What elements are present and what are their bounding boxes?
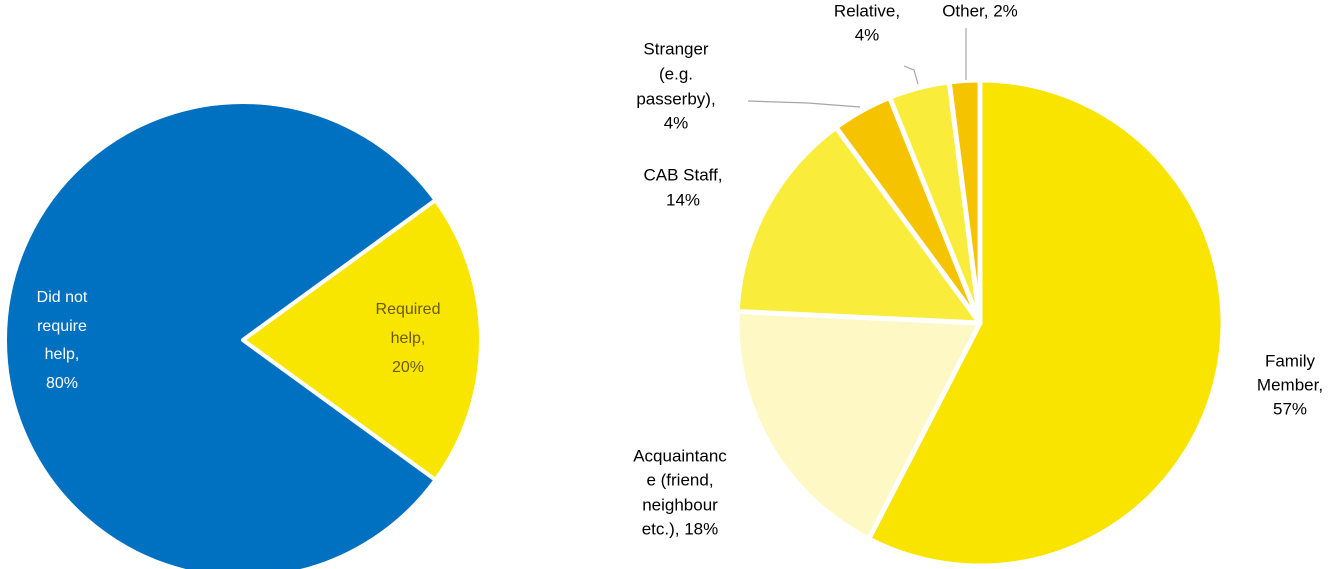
data-label: Stranger: [643, 39, 709, 58]
data-label: passerby),: [636, 89, 715, 108]
data-label: Other, 2%: [942, 1, 1018, 20]
data-label: (e.g.: [659, 64, 693, 83]
data-label: 14%: [666, 190, 700, 209]
data-label: 20%: [392, 359, 424, 376]
data-label: 4%: [664, 113, 689, 132]
data-label: Member,: [1257, 375, 1323, 394]
pie-slice: [866, 77, 1226, 569]
data-label: Required: [376, 301, 441, 318]
data-label: help,: [391, 330, 426, 347]
pie: [3, 100, 483, 569]
leader-lines: [747, 28, 967, 108]
data-label: Relative,: [834, 1, 900, 20]
data-label: Acquaintanc: [633, 446, 727, 465]
data-label: e (friend,: [646, 470, 713, 489]
data-label: CAB Staff,: [643, 165, 722, 184]
pie-slice: [734, 124, 983, 326]
data-label: neighbour: [642, 495, 718, 514]
data-label: Did not: [37, 289, 88, 306]
pie: [734, 77, 1226, 569]
pie-slice: [734, 308, 983, 542]
data-label: etc.), 18%: [642, 519, 719, 538]
data-label: Family: [1265, 351, 1316, 370]
data-label: require: [37, 318, 87, 335]
leader-line: [903, 65, 919, 85]
data-label: 80%: [46, 375, 78, 392]
data-label: 57%: [1273, 399, 1307, 418]
data-label: help,: [45, 346, 80, 363]
leader-line: [747, 100, 861, 108]
pie-slice: [946, 77, 983, 326]
data-label: 4%: [855, 25, 880, 44]
pie-slice: [241, 198, 483, 482]
pie-slice: [3, 100, 438, 569]
